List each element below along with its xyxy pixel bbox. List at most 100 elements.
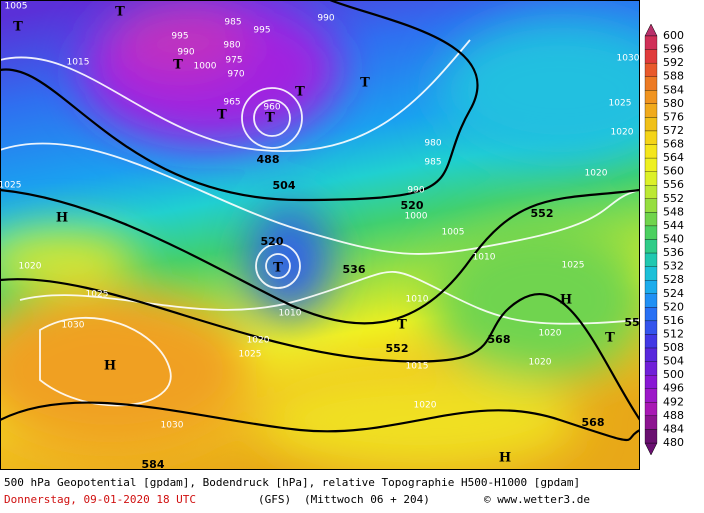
legend-swatch (644, 252, 658, 267)
legend-swatch (644, 171, 658, 186)
pressure-label: 990 (407, 186, 424, 196)
legend-swatch (644, 185, 658, 199)
date: Donnerstag, 09-01-2020 18 UTC (4, 493, 196, 506)
legend-swatch (644, 307, 658, 322)
geopotential-label: 552 (386, 342, 409, 355)
legend-label: 492 (663, 395, 684, 408)
legend-swatch (644, 280, 658, 294)
legend-swatch (644, 90, 658, 104)
legend-swatch (644, 361, 658, 376)
legend-label: 536 (663, 246, 684, 259)
pressure-label: 985 (224, 18, 241, 28)
legend-label: 512 (663, 327, 684, 340)
legend-swatch (644, 347, 658, 362)
legend-label: 532 (663, 260, 684, 273)
legend-label: 548 (663, 205, 684, 218)
legend-label: 480 (663, 436, 684, 449)
legend-swatch (644, 266, 658, 281)
map-area (0, 0, 640, 470)
legend-label: 556 (663, 178, 684, 191)
legend-label: 496 (663, 382, 684, 395)
legend-label: 568 (663, 138, 684, 151)
legend-label: 488 (663, 409, 684, 422)
geopotential-label: 584 (142, 458, 165, 471)
pressure-label: 1025 (239, 350, 262, 360)
legend-label: 524 (663, 287, 684, 300)
legend-arrow-bottom (644, 442, 658, 456)
geopotential-label: 568 (488, 333, 511, 346)
legend-swatch (644, 429, 658, 444)
pressure-label: 980 (223, 41, 240, 51)
legend-label: 596 (663, 43, 684, 56)
legend-label: 588 (663, 70, 684, 83)
pressure-center: T (295, 85, 305, 100)
legend-label: 484 (663, 422, 684, 435)
pressure-label: 995 (253, 26, 270, 36)
pressure-center: T (173, 58, 183, 73)
pressure-label: 1020 (414, 401, 437, 411)
pressure-label: 1025 (562, 261, 585, 271)
legend-swatch (644, 402, 658, 417)
pressure-label: 1025 (0, 181, 21, 191)
pressure-label: 1000 (405, 212, 428, 222)
legend-label: 544 (663, 219, 684, 232)
geopotential-label: 504 (273, 179, 296, 192)
pressure-center: H (560, 293, 572, 308)
caption: 500 hPa Geopotential [gpdam], Bodendruck… (4, 476, 580, 489)
legend-swatch (644, 293, 658, 308)
map-labels: 1005 985 995 990 980 975 970 965 960 1000 1015 1025… (0, 2, 640, 472)
legend-swatch (644, 198, 658, 213)
pressure-center: T (605, 331, 615, 346)
pressure-label: 1020 (529, 358, 552, 368)
geopotential-label: 520 (401, 199, 424, 212)
model: (GFS) (258, 493, 291, 506)
pressure-label: 1020 (539, 329, 562, 339)
pressure-label: 1020 (585, 169, 608, 179)
pressure-center: H (499, 451, 511, 466)
pressure-label: 970 (227, 70, 244, 80)
pressure-center: T (265, 111, 275, 126)
pressure-label: 980 (424, 139, 441, 149)
pressure-center: T (397, 318, 407, 333)
pressure-label: 990 (177, 48, 194, 58)
pressure-center: H (56, 211, 68, 226)
pressure-label: 1025 (86, 290, 109, 300)
legend-label: 504 (663, 355, 684, 368)
pressure-label: 1020 (611, 128, 634, 138)
pressure-label: 990 (317, 14, 334, 24)
pressure-label: 1005 (5, 2, 28, 12)
footer: 500 hPa Geopotential [gpdam], Bodendruck… (4, 476, 590, 506)
legend-label: 584 (663, 83, 684, 96)
legend-label: 552 (663, 192, 684, 205)
map-frame (0, 0, 640, 470)
pressure-label: 1020 (247, 336, 270, 346)
legend-label: 500 (663, 368, 684, 381)
legend-swatch (644, 415, 658, 430)
legend-label: 508 (663, 341, 684, 354)
legend-arrow-top (644, 23, 658, 37)
pressure-label: 985 (424, 158, 441, 168)
pressure-label: 1030 (62, 321, 85, 331)
legend-swatch (644, 49, 658, 64)
legend-swatch (644, 103, 658, 118)
pressure-center: T (273, 261, 283, 276)
legend-swatch (644, 239, 658, 254)
run: (Mittwoch 06 + 204) (304, 493, 430, 506)
legend-label: 528 (663, 273, 684, 286)
geopotential-label: 568 (582, 416, 605, 429)
pressure-label: 1000 (194, 62, 217, 72)
legend-label: 540 (663, 233, 684, 246)
legend-label: 576 (663, 110, 684, 123)
legend-label: 600 (663, 29, 684, 42)
legend-swatch (644, 334, 658, 349)
pressure-center: T (360, 76, 370, 91)
pressure-label: 1010 (406, 295, 429, 305)
legend-swatch (644, 76, 658, 91)
legend-swatch (644, 320, 658, 335)
legend-swatch (644, 144, 658, 159)
legend-label: 516 (663, 314, 684, 327)
legend-swatch (644, 225, 658, 240)
legend-swatch (644, 35, 658, 50)
legend-swatch (644, 375, 658, 389)
